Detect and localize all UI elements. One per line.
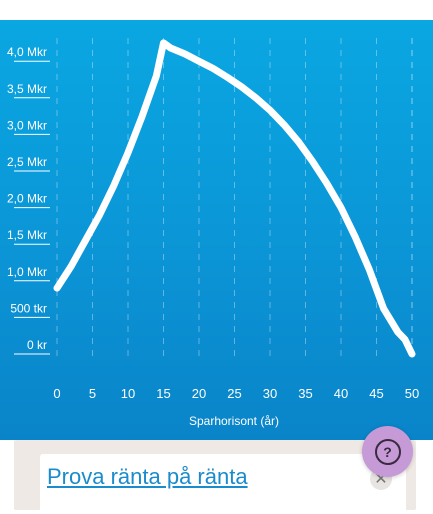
x-axis-title: Sparhorisont (år) — [189, 414, 279, 428]
x-tick-label: 0 — [53, 386, 60, 401]
x-tick-label: 20 — [192, 386, 206, 401]
y-tick-label: 500 tkr — [10, 301, 47, 315]
y-tick-label: 3,0 Mkr — [7, 118, 47, 132]
help-button[interactable]: ? — [362, 426, 413, 477]
question-icon: ? — [374, 438, 401, 465]
x-tick-label: 5 — [89, 386, 96, 401]
y-tick-label: 1,5 Mkr — [7, 228, 47, 242]
y-tick-label: 3,5 Mkr — [7, 82, 47, 96]
y-tick-label: 2,5 Mkr — [7, 155, 47, 169]
x-tick-label: 35 — [298, 386, 312, 401]
series-line — [53, 39, 416, 358]
y-tick-label: 2,0 Mkr — [7, 192, 47, 206]
x-tick-label: 25 — [227, 386, 241, 401]
x-tick-label: 40 — [334, 386, 348, 401]
x-tick-label: 30 — [263, 386, 277, 401]
y-tick-label: 4,0 Mkr — [7, 45, 47, 59]
y-tick-label: 0 kr — [27, 338, 47, 352]
x-tick-label: 50 — [405, 386, 419, 401]
growth-chart: 0 kr 500 tkr 1,0 Mkr 1,5 Mkr 2,0 Mkr 2,5 Mkr 3… — [7, 38, 419, 428]
y-tick-label: 1,0 Mkr — [7, 265, 47, 279]
x-tick-label: 15 — [156, 386, 170, 401]
prova-ranta-link[interactable]: Prova ränta på ränta — [47, 464, 248, 489]
x-tick-label: 45 — [369, 386, 383, 401]
chart-panel: 0 kr 500 tkr 1,0 Mkr 1,5 Mkr 2,0 Mkr 2,5 Mkr 3… — [0, 20, 433, 440]
x-tick-label: 10 — [121, 386, 135, 401]
